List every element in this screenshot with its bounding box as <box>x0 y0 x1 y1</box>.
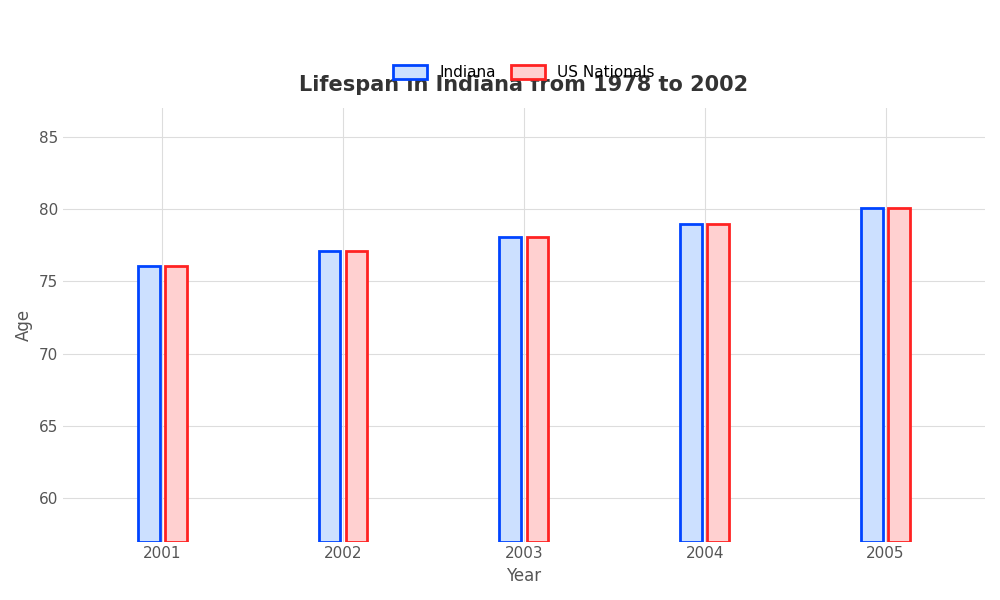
Bar <box>319 251 340 542</box>
Title: Lifespan in Indiana from 1978 to 2002: Lifespan in Indiana from 1978 to 2002 <box>299 76 748 95</box>
Bar <box>499 236 521 542</box>
Bar <box>346 251 367 542</box>
X-axis label: Year: Year <box>506 567 541 585</box>
Legend: Indiana, US Nationals: Indiana, US Nationals <box>387 59 660 86</box>
Bar <box>165 266 187 542</box>
Bar <box>861 208 883 542</box>
Y-axis label: Age: Age <box>15 309 33 341</box>
Bar <box>138 266 160 542</box>
Bar <box>680 224 702 542</box>
Bar <box>707 224 729 542</box>
Bar <box>527 236 548 542</box>
Bar <box>888 208 910 542</box>
